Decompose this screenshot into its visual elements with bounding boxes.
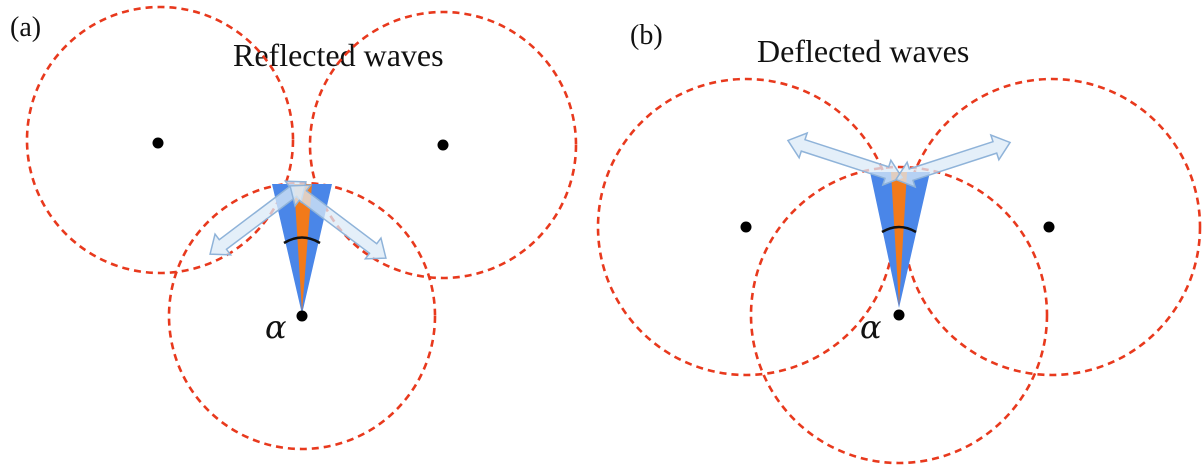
wave-circle-left (25, 5, 295, 275)
source-dot-right (437, 139, 449, 151)
panel-a-title: Reflected waves (233, 37, 444, 73)
wave-circle-right (902, 77, 1202, 377)
wave-circle-bottom (749, 165, 1049, 465)
wave-circle-right (308, 10, 578, 280)
source-dot-bottom (893, 309, 905, 321)
panel-a: (a) Reflected waves α (10, 5, 578, 451)
source-dot-left (740, 221, 752, 233)
angle-alpha-label: α (860, 308, 882, 346)
deflected-wave-arrow-right (891, 129, 1015, 193)
source-dot-left (152, 137, 164, 149)
angle-wedge-inner (891, 172, 907, 306)
source-dot-bottom (296, 310, 308, 322)
angle-alpha-label: α (265, 308, 287, 346)
angle-arc (283, 236, 321, 245)
angle-arc (881, 225, 917, 234)
deflected-wave-arrow-left (783, 127, 907, 191)
angle-wedge-inner (294, 184, 312, 312)
panel-a-label: (a) (10, 12, 41, 43)
source-dot-right (1043, 221, 1055, 233)
panel-b-title: Deflected waves (757, 33, 969, 69)
panel-b: (b) Deflected waves α (596, 20, 1202, 465)
panel-b-label: (b) (630, 20, 663, 51)
